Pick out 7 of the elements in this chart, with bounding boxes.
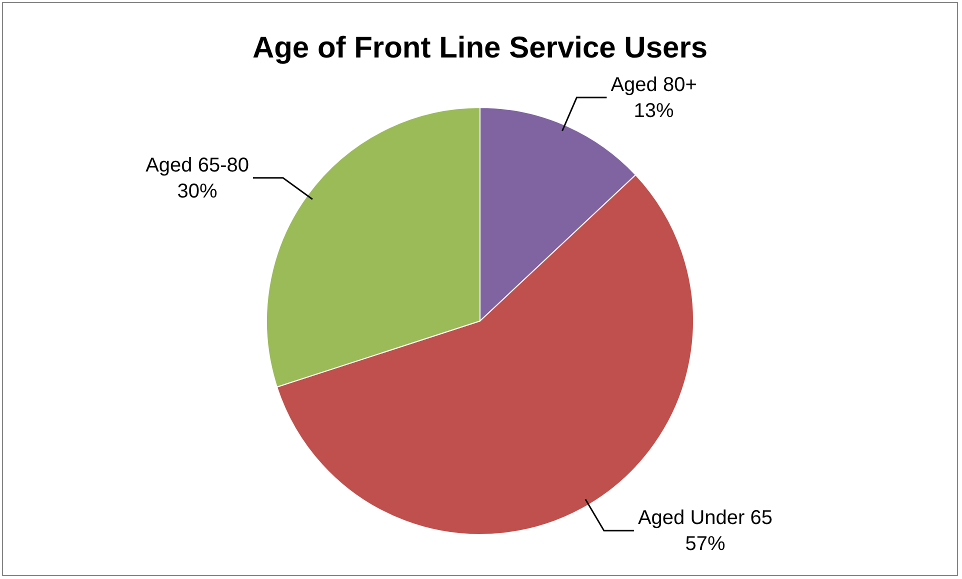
data-label: 13%	[634, 100, 674, 122]
slice-label: Aged 80+	[610, 74, 697, 96]
slice-label: Aged 65-80	[146, 154, 250, 176]
slice-label: Aged Under 65	[638, 507, 772, 530]
data-label: 30%	[177, 180, 218, 202]
chart-title: Age of Front Line Service Users	[252, 31, 708, 64]
data-label: 57%	[685, 533, 726, 556]
